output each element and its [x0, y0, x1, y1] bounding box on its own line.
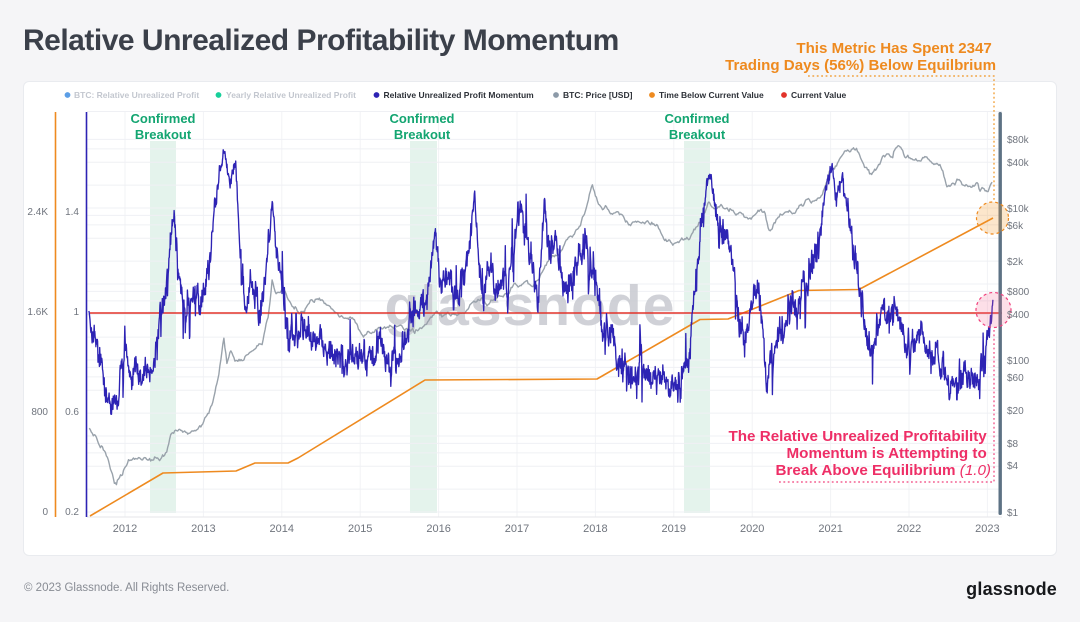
- svg-text:This Metric Has Spent 2347: This Metric Has Spent 2347 Trading Days …: [725, 40, 996, 74]
- svg-text:1.6K: 1.6K: [27, 307, 48, 318]
- svg-text:$20: $20: [1007, 406, 1024, 417]
- svg-text:1.4: 1.4: [65, 207, 79, 218]
- svg-text:0.6: 0.6: [65, 407, 79, 418]
- svg-text:2019: 2019: [662, 523, 686, 535]
- svg-text:$80k: $80k: [1007, 135, 1030, 146]
- svg-text:2.4K: 2.4K: [27, 207, 48, 218]
- svg-text:$60: $60: [1007, 373, 1024, 384]
- svg-text:Confirmed: Confirmed: [665, 111, 730, 126]
- svg-text:Breakout: Breakout: [135, 127, 192, 142]
- svg-text:0: 0: [42, 507, 48, 518]
- svg-text:$10k: $10k: [1007, 204, 1030, 215]
- svg-text:2017: 2017: [505, 523, 529, 535]
- svg-text:2021: 2021: [818, 523, 842, 535]
- svg-text:$1: $1: [1007, 508, 1019, 519]
- svg-text:2023: 2023: [975, 523, 999, 535]
- svg-text:BTC: Price [USD]: BTC: Price [USD]: [563, 90, 633, 100]
- svg-text:$2k: $2k: [1007, 257, 1024, 268]
- svg-text:Breakout: Breakout: [669, 127, 726, 142]
- svg-text:2015: 2015: [348, 523, 372, 535]
- svg-text:2014: 2014: [270, 523, 294, 535]
- svg-text:Current Value: Current Value: [791, 90, 847, 100]
- svg-text:Confirmed: Confirmed: [131, 111, 196, 126]
- svg-text:2018: 2018: [583, 523, 607, 535]
- svg-text:Yearly Relative Unrealized Pro: Yearly Relative Unrealized Profit: [226, 90, 356, 100]
- svg-text:The Relative Unrealized Profit: The Relative Unrealized Profitability Mo…: [729, 428, 992, 479]
- svg-text:1: 1: [73, 307, 79, 318]
- svg-text:$400: $400: [1007, 310, 1030, 321]
- svg-text:2022: 2022: [897, 523, 921, 535]
- svg-text:$100: $100: [1007, 356, 1030, 367]
- svg-text:$40k: $40k: [1007, 158, 1030, 169]
- svg-text:Relative Unrealized Profit Mom: Relative Unrealized Profit Momentum: [384, 90, 535, 100]
- svg-text:Breakout: Breakout: [394, 127, 451, 142]
- svg-text:0.2: 0.2: [65, 507, 79, 518]
- svg-text:BTC: Relative Unrealized Profi: BTC: Relative Unrealized Profit: [74, 90, 199, 100]
- svg-text:$4: $4: [1007, 461, 1019, 472]
- svg-text:$800: $800: [1007, 287, 1030, 298]
- svg-text:$6k: $6k: [1007, 221, 1024, 232]
- svg-text:2012: 2012: [113, 523, 137, 535]
- svg-text:800: 800: [31, 407, 48, 418]
- svg-text:2020: 2020: [740, 523, 764, 535]
- svg-text:Confirmed: Confirmed: [390, 111, 455, 126]
- svg-text:$8: $8: [1007, 439, 1019, 450]
- svg-text:2013: 2013: [191, 523, 215, 535]
- svg-text:Time Below Current Value: Time Below Current Value: [659, 90, 764, 100]
- svg-text:2016: 2016: [426, 523, 450, 535]
